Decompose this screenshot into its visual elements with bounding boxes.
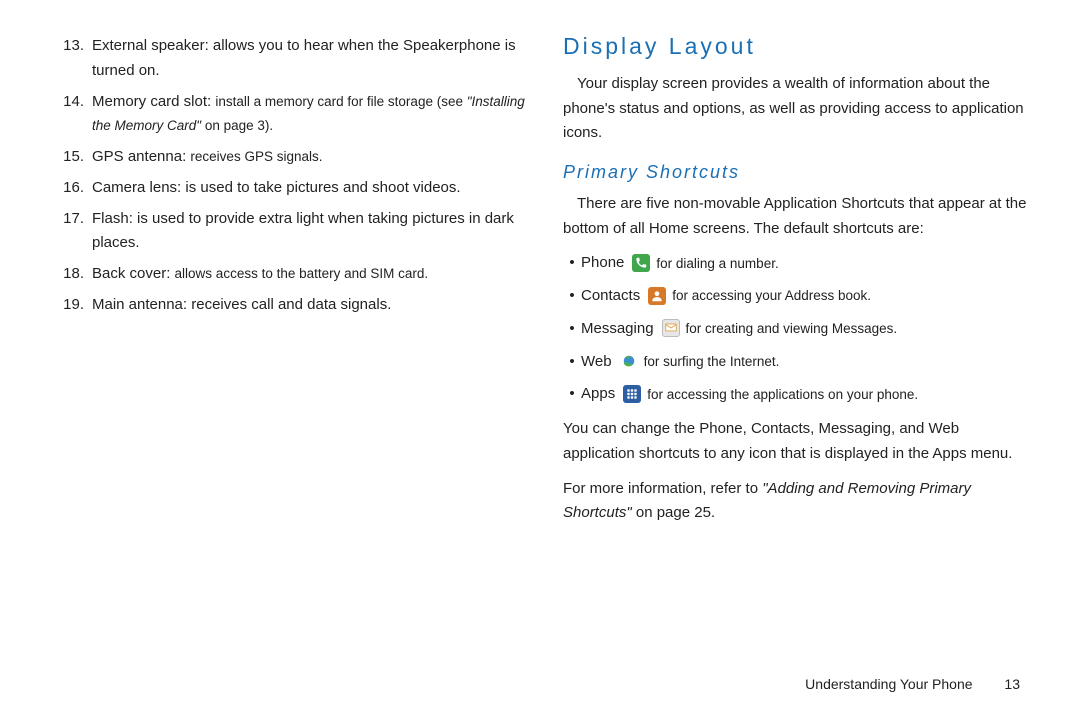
shortcut-description: for surfing the Internet. (644, 351, 780, 373)
shortcut-description: for accessing the applications on your p… (647, 384, 918, 406)
colon-separator: : (129, 210, 137, 227)
shortcut-name: Apps (581, 382, 615, 407)
item-text: Camera lens: is used to take pictures an… (92, 176, 527, 201)
phone-icon (632, 254, 650, 272)
numbered-item: 14.Memory card slot: install a memory ca… (60, 90, 527, 140)
shortcut-name: Web (581, 350, 612, 375)
shortcut-description: for creating and viewing Messages. (686, 318, 898, 340)
item-text: External speaker: allows you to hear whe… (92, 34, 527, 84)
after-paragraph-2: For more information, refer to "Adding a… (563, 477, 1030, 527)
colon-separator: : (166, 265, 174, 282)
shortcut-name: Phone (581, 251, 624, 276)
shortcut-item: •Web for surfing the Internet. (563, 350, 1030, 375)
shortcut-item: •Apps for accessing the applications on … (563, 382, 1030, 407)
item-label: Main antenna (92, 296, 183, 313)
after2-tail: on page 25. (632, 504, 715, 521)
left-column: 13.External speaker: allows you to hear … (40, 28, 545, 684)
item-description: allows access to the battery and SIM car… (175, 266, 429, 281)
item-text: Memory card slot: install a memory card … (92, 90, 527, 140)
colon-separator: : (183, 296, 191, 313)
shortcut-list: •Phone for dialing a number.•Contacts fo… (563, 251, 1030, 407)
numbered-item: 13.External speaker: allows you to hear … (60, 34, 527, 84)
page-footer: Understanding Your Phone 13 (805, 676, 1020, 692)
section-heading: Display Layout (563, 28, 1030, 66)
item-text: GPS antenna: receives GPS signals. (92, 145, 527, 170)
bullet-dot: • (563, 317, 581, 342)
item-text: Back cover: allows access to the battery… (92, 262, 527, 287)
intro-paragraph: Your display screen provides a wealth of… (563, 72, 1030, 146)
bullet-dot: • (563, 284, 581, 309)
item-number: 15. (60, 145, 92, 170)
item-label: Back cover (92, 265, 166, 282)
bullet-dot: • (563, 350, 581, 375)
item-label: External speaker (92, 37, 205, 54)
bullet-dot: • (563, 251, 581, 276)
item-label: Memory card slot (92, 93, 207, 110)
contacts-icon (648, 287, 666, 305)
shortcut-item: •Contacts for accessing your Address boo… (563, 284, 1030, 309)
item-description: is used to take pictures and shoot video… (185, 179, 460, 196)
item-text: Flash: is used to provide extra light wh… (92, 207, 527, 257)
item-text: Main antenna: receives call and data sig… (92, 293, 527, 318)
bullet-dot: • (563, 382, 581, 407)
colon-separator: : (205, 37, 213, 54)
messaging-icon (662, 319, 680, 337)
numbered-item: 18.Back cover: allows access to the batt… (60, 262, 527, 287)
numbered-item: 15.GPS antenna: receives GPS signals. (60, 145, 527, 170)
shortcut-description: for dialing a number. (656, 253, 778, 275)
shortcut-item: •Phone for dialing a number. (563, 251, 1030, 276)
apps-icon (623, 385, 641, 403)
numbered-item: 19.Main antenna: receives call and data … (60, 293, 527, 318)
item-reference-tail: on page 3). (201, 118, 273, 133)
after2-pre: For more information, refer to (563, 480, 762, 497)
shortcut-name: Messaging (581, 317, 654, 342)
item-number: 13. (60, 34, 92, 84)
item-label: Flash (92, 210, 129, 227)
item-description: install a memory card for file storage (… (215, 94, 466, 109)
item-number: 14. (60, 90, 92, 140)
footer-page-number: 13 (1004, 676, 1020, 692)
item-number: 17. (60, 207, 92, 257)
item-number: 18. (60, 262, 92, 287)
subsection-intro: There are five non-movable Application S… (563, 192, 1030, 242)
subsection-heading: Primary Shortcuts (563, 158, 1030, 188)
shortcut-item: •Messaging for creating and viewing Mess… (563, 317, 1030, 342)
shortcut-description: for accessing your Address book. (672, 285, 871, 307)
item-label: Camera lens (92, 179, 177, 196)
item-description: is used to provide extra light when taki… (92, 210, 514, 252)
numbered-item: 17.Flash: is used to provide extra light… (60, 207, 527, 257)
item-description: receives GPS signals. (190, 149, 322, 164)
footer-text: Understanding Your Phone (805, 676, 972, 692)
item-number: 19. (60, 293, 92, 318)
item-label: GPS antenna (92, 148, 182, 165)
item-number: 16. (60, 176, 92, 201)
shortcut-name: Contacts (581, 284, 640, 309)
after-paragraph-1: You can change the Phone, Contacts, Mess… (563, 417, 1030, 467)
web-icon (620, 352, 638, 370)
right-column: Display Layout Your display screen provi… (545, 28, 1040, 684)
item-description: receives call and data signals. (191, 296, 391, 313)
numbered-item: 16.Camera lens: is used to take pictures… (60, 176, 527, 201)
